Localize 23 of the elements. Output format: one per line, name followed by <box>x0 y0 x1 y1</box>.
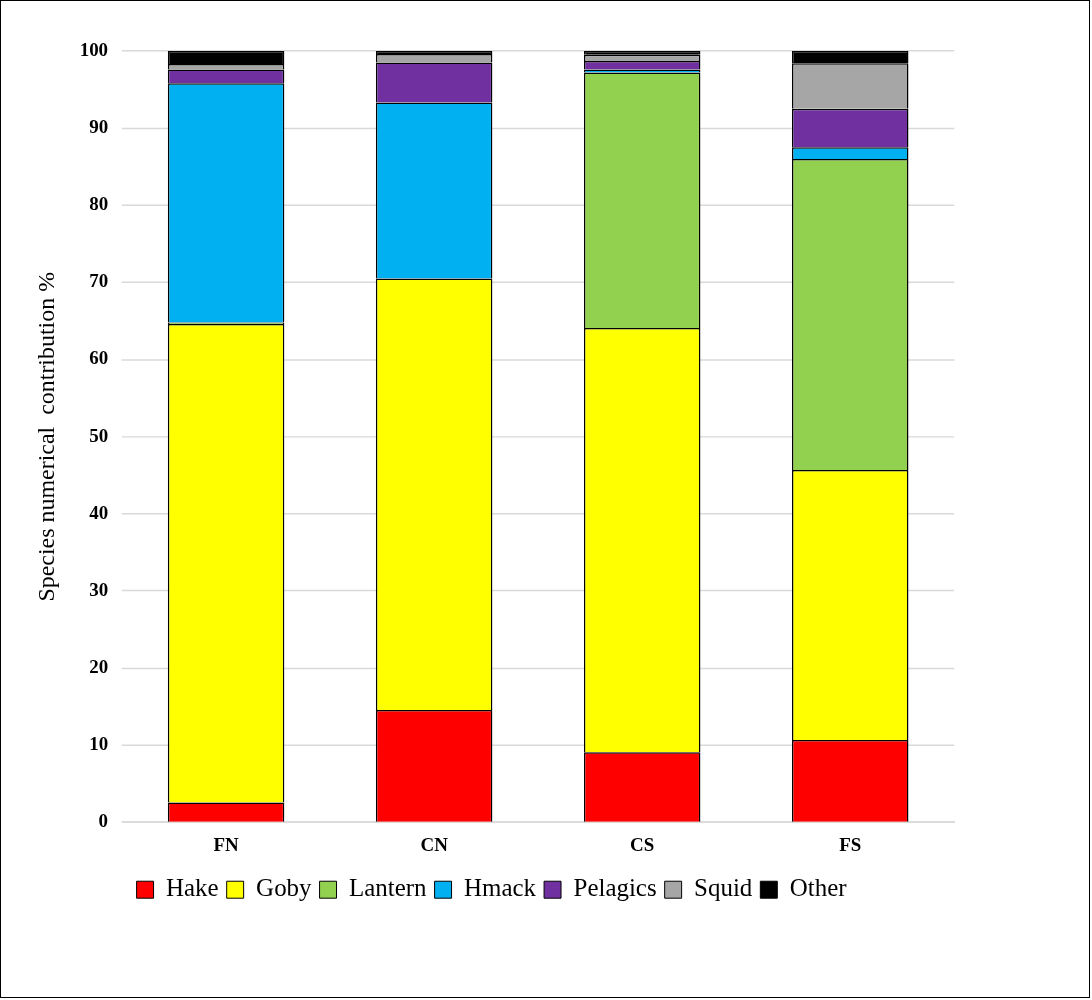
y-tick-label: 30 <box>89 578 109 600</box>
y-tick-label: 10 <box>89 733 109 755</box>
x-tick-label: CN <box>420 833 449 855</box>
legend-label: Lantern <box>349 874 428 902</box>
y-axis-title: Species numerical contribution % <box>32 271 59 602</box>
y-tick-label: 90 <box>89 115 109 137</box>
x-tick-label: FN <box>213 833 240 855</box>
legend-label: Squid <box>694 874 753 902</box>
legend-label: Hmack <box>464 874 537 902</box>
x-tick-label: FS <box>839 833 862 855</box>
y-tick-label: 60 <box>89 347 109 369</box>
y-tick-label: 40 <box>89 501 109 523</box>
legend-label: Pelagics <box>573 874 657 902</box>
y-tick-label: 70 <box>89 270 109 292</box>
y-tick-label: 100 <box>79 38 109 60</box>
legend-label: Goby <box>256 874 313 902</box>
legend-label: Hake <box>166 874 219 902</box>
y-tick-label: 0 <box>98 810 109 832</box>
legend-label: Other <box>789 874 848 902</box>
y-tick-label: 20 <box>89 656 109 678</box>
y-tick-label: 80 <box>89 193 109 215</box>
x-tick-label: CS <box>630 833 655 855</box>
y-tick-label: 50 <box>89 424 109 446</box>
